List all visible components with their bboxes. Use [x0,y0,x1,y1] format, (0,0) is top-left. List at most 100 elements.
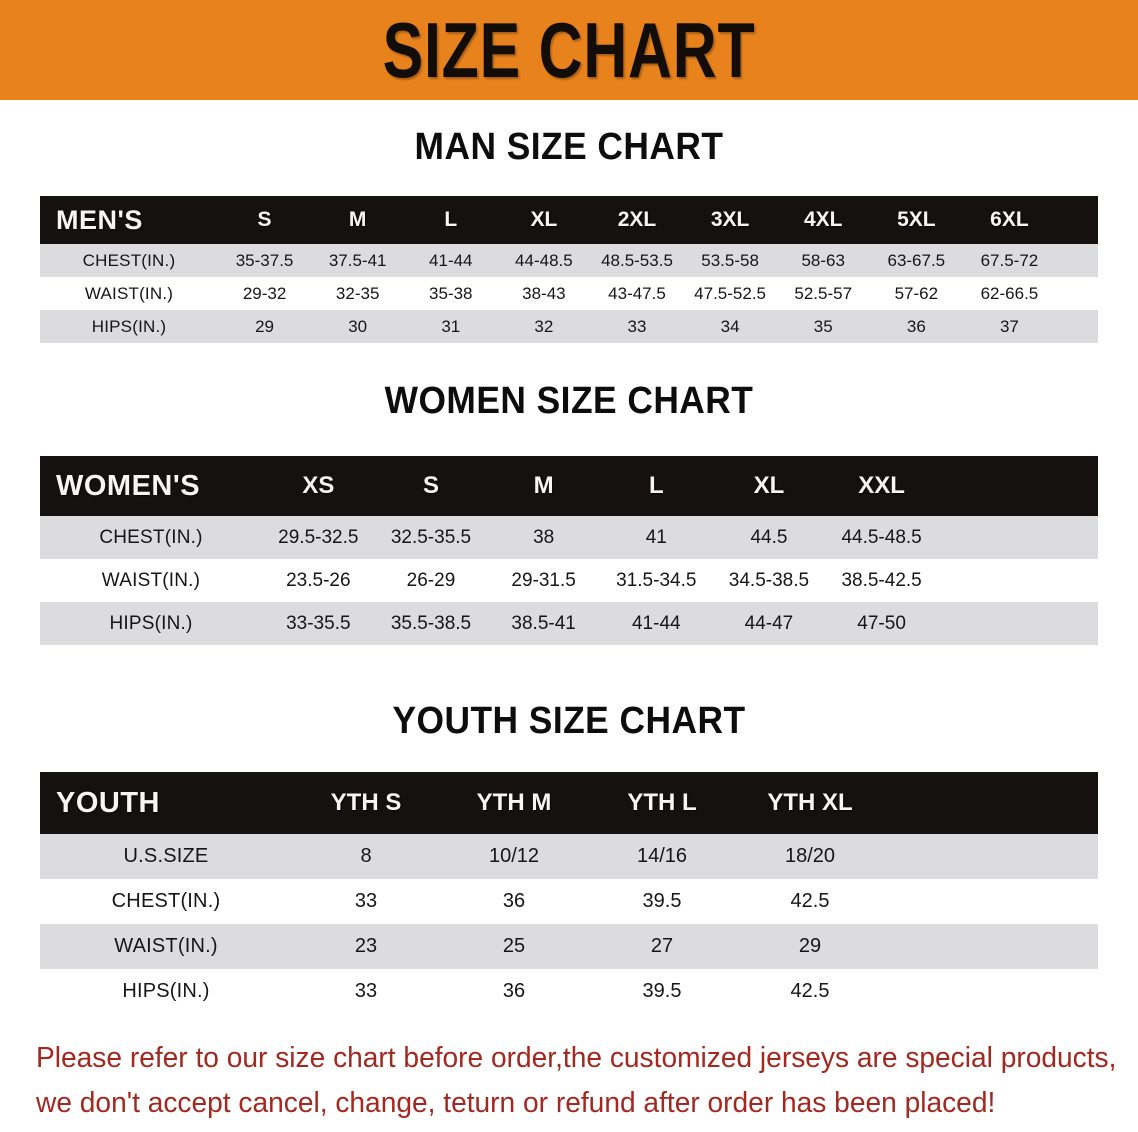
man-cell: 37.5-41 [328,250,387,270]
women-cell: 38.5-42.5 [841,569,922,591]
women-table-header-row: WOMEN'S XS S M L XL XXL [40,456,1098,516]
page-title: SIZE CHART [382,6,756,94]
man-size-header-3xl: 3XL [710,208,750,231]
youth-size-table: YOUTH YTH S YTH M YTH L YTH XL U.S.SIZE 8 10/… [40,772,1098,1014]
man-cell: 30 [348,316,368,336]
youth-cell: 27 [650,935,674,957]
table-row: WAIST(IN.) 23 25 27 29 [40,924,1098,969]
man-cell: 29 [255,316,275,336]
man-cell: 29-32 [242,283,287,303]
table-row: HIPS(IN.) 29 30 31 32 33 34 35 36 37 [40,310,1098,343]
man-cell: 63-67.5 [887,250,946,270]
man-size-header-2xl: 2XL [617,208,657,231]
man-cell-spacer [1056,277,1098,310]
women-cell: 41 [645,526,667,548]
man-cell: 37 [999,316,1019,336]
women-cell: 38 [533,526,555,548]
youth-header-spacer [884,772,1098,834]
man-cell: 32-35 [335,283,380,303]
table-row: WAIST(IN.) 29-32 32-35 35-38 38-43 43-47.5 47.… [40,277,1098,310]
youth-cell: 8 [360,845,372,867]
men-table-header-row: MEN'S S M L XL 2XL 3XL 4XL 5XL 6XL [40,196,1098,244]
women-cell: 29-31.5 [511,569,576,591]
youth-cell: 18/20 [784,845,836,867]
youth-row-label: U.S.SIZE [123,845,209,867]
man-size-header-l: L [444,208,458,231]
man-cell: 41-44 [429,250,473,270]
youth-row-label: HIPS(IN.) [122,980,210,1002]
table-row: U.S.SIZE 8 10/12 14/16 18/20 [40,834,1098,879]
man-cell: 67.5-72 [980,250,1039,270]
youth-cell: 14/16 [636,845,688,867]
table-row: CHEST(IN.) 33 36 39.5 42.5 [40,879,1098,924]
women-cell: 41-44 [631,612,681,634]
man-cell: 36 [906,316,926,336]
man-cell: 35 [813,316,833,336]
man-cell: 43-47.5 [608,283,666,303]
man-cell: 35-38 [429,283,473,303]
youth-cell: 39.5 [642,890,682,912]
page-banner: SIZE CHART [0,0,1138,100]
man-cell: 33 [627,316,647,336]
section-title-youth: YOUTH SIZE CHART [392,700,746,742]
youth-cell: 42.5 [790,890,830,912]
man-header-spacer [1056,196,1098,244]
women-cell: 44.5 [750,526,788,548]
men-size-table: MEN'S S M L XL 2XL 3XL 4XL 5XL 6XL CHEST(IN.) 35-… [40,196,1098,343]
women-size-table: WOMEN'S XS S M L XL XXL CHEST(IN.) 29.5-32.5 32… [40,456,1098,645]
man-cell: 58-63 [801,250,845,270]
women-size-header-s: S [422,472,439,499]
man-size-header-4xl: 4XL [803,208,843,231]
youth-cell-spacer [884,924,1098,969]
man-cell: 47.5-52.5 [694,283,767,303]
women-row-label: WAIST(IN.) [101,569,201,591]
section-title-man: MAN SIZE CHART [414,126,724,168]
women-cell: 29.5-32.5 [278,526,359,548]
women-cell: 47-50 [857,612,906,634]
man-cell: 48.5-53.5 [601,250,673,270]
youth-cell: 23 [354,935,378,957]
women-cell: 23.5-26 [286,569,351,591]
man-cell-spacer [1056,310,1098,343]
youth-corner-label: YOUTH [56,786,160,819]
women-cell: 33-35.5 [286,612,351,634]
youth-row-label: WAIST(IN.) [114,935,218,957]
women-cell: 44.5-48.5 [841,526,922,548]
man-cell: 38-43 [522,283,566,303]
man-cell: 53.5-58 [701,250,759,270]
order-disclaimer: Please refer to our size chart before or… [36,1036,1117,1126]
man-size-header-m: M [348,208,367,231]
youth-cell: 36 [502,890,526,912]
man-cell: 35-37.5 [235,250,294,270]
youth-table-header-row: YOUTH YTH S YTH M YTH L YTH XL [40,772,1098,834]
man-cell: 57-62 [894,283,939,303]
women-corner-label: WOMEN'S [56,469,201,502]
man-size-header-s: S [257,208,272,231]
man-row-label: CHEST(IN.) [82,250,176,270]
man-cell: 32 [534,316,554,336]
women-cell: 35.5-38.5 [390,612,472,634]
table-row: CHEST(IN.) 29.5-32.5 32.5-35.5 38 41 44.5 44.5… [40,516,1098,559]
man-cell: 52.5-57 [794,283,853,303]
women-size-header-l: L [648,472,664,499]
youth-size-header-yth-m: YTH M [476,789,552,816]
women-size-header-xs: XS [302,472,335,499]
youth-size-header-yth-s: YTH S [330,789,402,816]
table-row: WAIST(IN.) 23.5-26 26-29 29-31.5 31.5-34.5 34… [40,559,1098,602]
man-size-header-5xl: 5XL [897,208,936,231]
youth-row-label: CHEST(IN.) [111,890,221,912]
disclaimer-line-1: Please refer to our size chart before or… [36,1042,1117,1074]
youth-cell-spacer [884,969,1098,1014]
youth-cell: 42.5 [790,980,830,1002]
women-size-header-xl: XL [753,472,785,499]
women-row-label: HIPS(IN.) [109,612,193,634]
women-cell-spacer [938,559,1098,602]
youth-cell-spacer [884,879,1098,924]
man-cell: 62-66.5 [980,283,1039,303]
youth-size-header-yth-l: YTH L [627,789,697,816]
women-size-header-xxl: XXL [858,472,905,499]
women-header-spacer [938,456,1098,516]
youth-cell: 33 [354,890,378,912]
man-cell: 34 [720,316,740,336]
